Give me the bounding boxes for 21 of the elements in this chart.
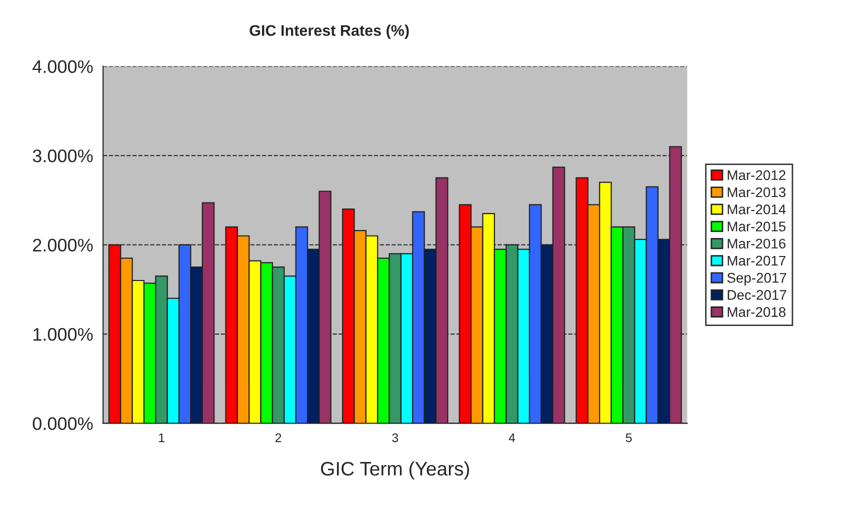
x-tick-label: 5: [626, 433, 632, 442]
y-tick-label: 4.000%: [32, 60, 93, 74]
x-tick-label: 1: [158, 433, 164, 442]
legend-label: Mar-2013: [728, 187, 786, 198]
y-tick-label: 2.000%: [33, 238, 93, 252]
y-tick-label: 1.000%: [34, 328, 93, 341]
legend-label: Mar-2017: [728, 256, 786, 266]
legend-label: Dec-2017: [728, 290, 786, 300]
chart-title: GIC Interest Rates (%): [250, 24, 409, 39]
x-tick-label: 3: [392, 433, 398, 442]
legend-label: Mar-2015: [728, 222, 786, 232]
y-tick-label: 0.000%: [32, 417, 93, 430]
legend-label: Mar-2016: [728, 238, 786, 249]
legend-label: Mar-2014: [728, 204, 786, 214]
y-tick-label: 3.000%: [32, 149, 93, 162]
x-tick-label: 4: [508, 433, 516, 442]
legend-label: Mar-2018: [728, 307, 786, 317]
x-axis-title: GIC Term (Years): [321, 461, 470, 480]
x-tick-label: 2: [275, 433, 282, 442]
legend-label: Mar-2012: [728, 170, 786, 180]
legend-label: Sep-2017: [727, 272, 786, 286]
